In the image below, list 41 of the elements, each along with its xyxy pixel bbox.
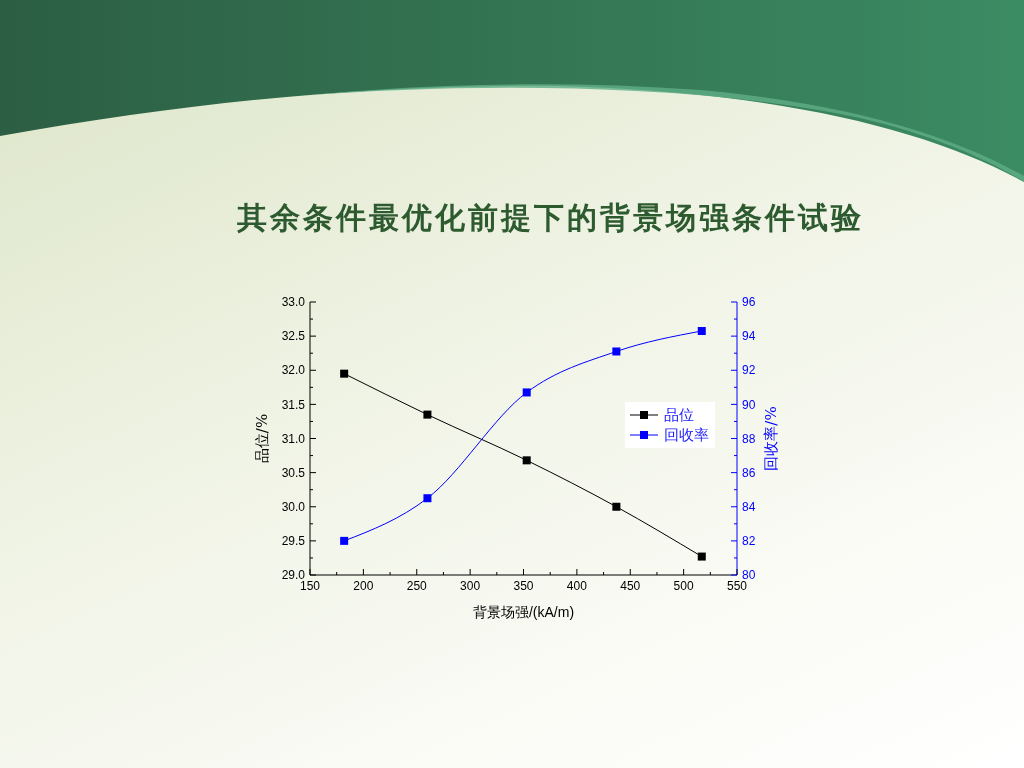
point <box>340 369 349 378</box>
y-tick-label: 31.0 <box>281 431 306 446</box>
y-tick-label: 29.5 <box>281 534 306 549</box>
y2-tick-label: 92 <box>742 363 756 378</box>
point <box>612 502 621 511</box>
x-tick-label: 250 <box>406 579 428 594</box>
point <box>340 536 349 545</box>
legend-label: 品位 <box>664 405 694 425</box>
point <box>423 494 432 503</box>
x-tick-label: 500 <box>673 579 694 594</box>
y-tick-label: 30.0 <box>281 499 306 514</box>
point <box>522 456 531 465</box>
y-tick-label: 31.5 <box>281 397 306 412</box>
legend-label: 回收率 <box>664 425 709 445</box>
y-tick-label: 33.0 <box>281 295 306 310</box>
x-tick-label: 150 <box>299 579 321 594</box>
x-tick-label: 450 <box>620 579 641 594</box>
x-axis-title: 背景场强/(kA/m) <box>472 604 575 620</box>
point <box>697 552 706 561</box>
chart-title: 其余条件最优化前提下的背景场强条件试验 <box>235 199 865 237</box>
point <box>522 388 531 397</box>
y2-axis-title: 回收率/% <box>762 406 781 471</box>
y2-tick-label: 86 <box>742 465 756 480</box>
x-tick-label: 350 <box>513 579 534 594</box>
y-tick-label: 30.5 <box>281 465 306 480</box>
y-tick-label: 32.0 <box>281 363 306 378</box>
y2-tick-label: 88 <box>742 431 756 446</box>
point <box>612 347 621 356</box>
y2-tick-label: 94 <box>742 329 756 344</box>
x-tick-label: 550 <box>726 579 748 594</box>
x-tick-label: 400 <box>566 579 588 594</box>
y2-tick-label: 84 <box>742 499 756 514</box>
point <box>423 410 432 419</box>
y-axis-title: 品位/% <box>253 413 272 464</box>
y2-tick-label: 82 <box>742 534 756 549</box>
y2-tick-label: 96 <box>742 295 756 310</box>
x-tick-label: 200 <box>353 579 374 594</box>
y-tick-label: 32.5 <box>281 329 306 344</box>
point <box>697 327 706 336</box>
y2-tick-label: 90 <box>742 397 756 412</box>
x-tick-label: 300 <box>460 579 481 594</box>
